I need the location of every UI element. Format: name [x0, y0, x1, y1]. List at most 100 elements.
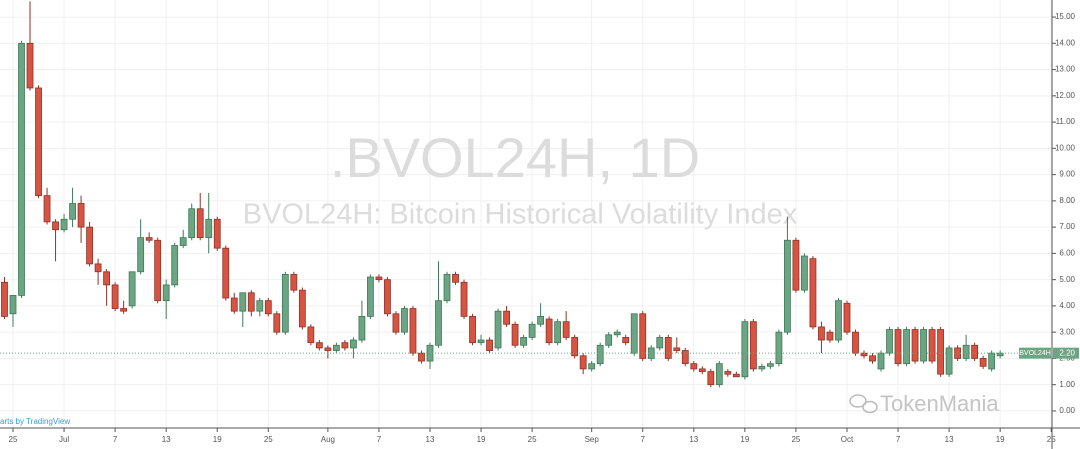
- candle-body: [741, 321, 749, 378]
- candle-body: [43, 195, 51, 223]
- candle-body: [52, 221, 59, 231]
- x-tick-label: 13: [689, 435, 698, 444]
- candle-body: [298, 289, 306, 328]
- candle-body: [409, 308, 417, 354]
- candle-body: [1, 281, 8, 317]
- candle-body: [681, 350, 689, 365]
- candle-body: [392, 313, 400, 333]
- candle-body: [784, 239, 791, 333]
- y-tick-label: 11.00: [1056, 117, 1076, 126]
- candle-body: [698, 368, 706, 372]
- y-tick-label: 14.00: [1055, 38, 1076, 47]
- candle-body: [145, 237, 153, 241]
- y-tick-label: 8.00: [1059, 196, 1075, 205]
- candle-body: [588, 363, 596, 370]
- candle-body: [86, 226, 93, 265]
- y-tick-label: 9.00: [1059, 170, 1075, 179]
- candle-body: [375, 276, 383, 281]
- x-tick-label: 25: [264, 435, 273, 444]
- candle-body: [903, 329, 910, 365]
- y-tick-label: 12.00: [1055, 91, 1076, 100]
- candle-body: [809, 258, 817, 328]
- candle-body: [247, 292, 255, 312]
- candle-body: [656, 337, 664, 349]
- y-tick-label: 10.00: [1055, 143, 1076, 152]
- x-tick-label: Oct: [841, 435, 854, 444]
- x-tick-label: Aug: [321, 435, 335, 444]
- candle-body: [486, 339, 493, 351]
- candle-body: [724, 371, 732, 375]
- candle-body: [920, 329, 927, 362]
- candle-body: [281, 273, 289, 333]
- candle-body: [205, 218, 213, 239]
- candle-body: [18, 42, 25, 296]
- x-tick-label: 25: [1047, 435, 1056, 444]
- candle-body: [256, 300, 264, 312]
- candle-body: [273, 313, 281, 333]
- candle-body: [562, 321, 570, 338]
- x-tick-label: Sep: [585, 435, 600, 444]
- candle-body: [707, 371, 715, 386]
- y-tick-label: 6.00: [1059, 248, 1075, 257]
- candle-body: [111, 284, 119, 309]
- candle-body: [835, 300, 842, 341]
- candle-body: [775, 331, 783, 365]
- price-label: 2.20: [1059, 348, 1075, 357]
- credit[interactable]: arts by TradingView: [0, 417, 70, 426]
- candle-body: [937, 329, 944, 375]
- candle-body: [307, 326, 315, 344]
- y-tick-label: 15.00: [1055, 12, 1076, 21]
- x-tick-label: 7: [896, 435, 901, 444]
- candle-body: [639, 313, 647, 359]
- candle-body: [894, 329, 902, 365]
- candle-body: [494, 310, 502, 349]
- candle-body: [792, 239, 800, 291]
- candle-body: [128, 271, 136, 307]
- candle-body: [94, 263, 102, 273]
- candle-body: [503, 310, 510, 325]
- candle-body: [826, 331, 834, 341]
- y-tick-label: 7.00: [1059, 222, 1075, 231]
- candle-body: [520, 337, 527, 346]
- y-tick-label: 4.00: [1059, 301, 1075, 310]
- candle-body: [103, 271, 111, 286]
- candle-body: [554, 321, 562, 344]
- candle-body: [26, 42, 34, 89]
- candle-body: [188, 208, 196, 239]
- candle-body: [9, 294, 17, 315]
- candle-body: [605, 334, 613, 346]
- candle-body: [196, 208, 204, 239]
- candle-body: [852, 331, 859, 354]
- candle-body: [579, 355, 587, 370]
- candle-body: [77, 203, 85, 228]
- x-tick-label: 7: [641, 435, 646, 444]
- candle-body: [962, 344, 970, 359]
- x-tick-label: Jul: [59, 435, 69, 444]
- y-tick-label: 13.00: [1055, 65, 1076, 74]
- candle-body: [945, 347, 953, 375]
- candle-body: [996, 352, 1004, 357]
- candle-body: [537, 316, 545, 325]
- x-tick-label: 19: [996, 435, 1005, 444]
- x-tick-label: 13: [945, 435, 954, 444]
- x-tick-label: 25: [528, 435, 537, 444]
- logo-bubble: [862, 400, 878, 414]
- candle-body: [766, 363, 774, 367]
- x-tick-label: 13: [162, 435, 171, 444]
- candle-body: [622, 337, 630, 344]
- candle-body: [162, 284, 170, 302]
- candle-body: [477, 339, 485, 344]
- candle-body: [401, 308, 408, 333]
- candle-body: [869, 355, 876, 362]
- candle-body: [179, 237, 187, 246]
- candle-body: [818, 326, 825, 341]
- candle-body: [664, 337, 672, 359]
- candle-body: [928, 329, 936, 362]
- candle-body: [971, 344, 979, 359]
- candle-body: [435, 300, 442, 346]
- x-tick-label: 13: [426, 435, 435, 444]
- candle-body: [613, 331, 621, 336]
